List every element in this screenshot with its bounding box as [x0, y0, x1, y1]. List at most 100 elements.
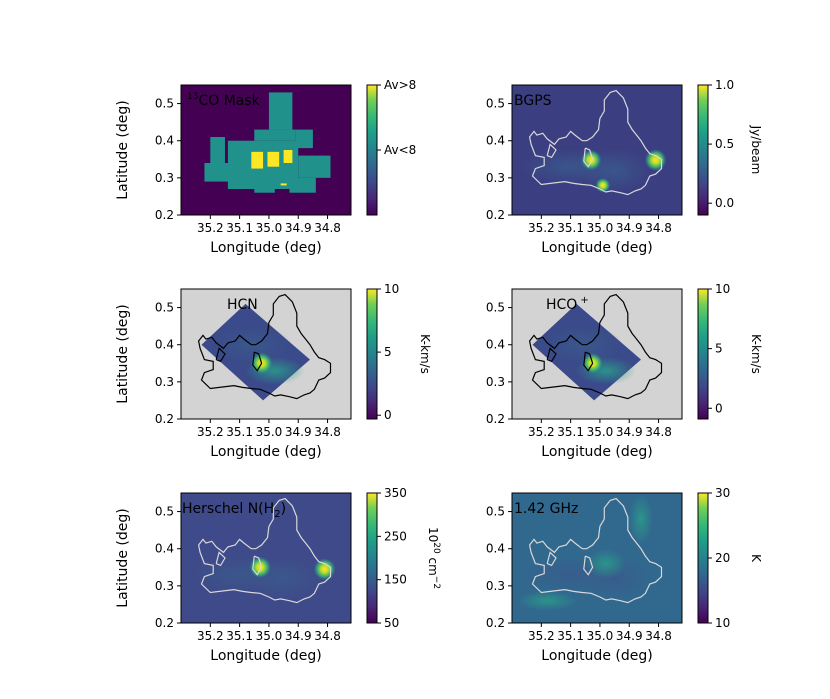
colorbar: 350 250 150 50 1020 cm−2	[366, 486, 441, 630]
panel-3: 35.2 35.1 35.0 34.9 34.8 0.2 0.3 0.4 0.5 Longitud…	[115, 282, 432, 460]
x-tick-label: 35.1	[226, 629, 253, 643]
cloud-contour-hole	[583, 555, 594, 576]
x-axis-label: Longitude (deg)	[541, 648, 652, 664]
emission-peak	[580, 149, 602, 171]
colorbar-tick-label: 20	[715, 551, 730, 565]
x-tick-label: 35.1	[226, 221, 253, 235]
colorbar: 1.0 0.5 0.0 Jy/beam	[697, 78, 763, 216]
plot-area	[512, 289, 682, 419]
cloud-contour-hole	[252, 351, 263, 372]
y-tick-label: 0.2	[155, 412, 174, 426]
y-tick-label: 0.4	[486, 338, 505, 352]
x-axis-label: Longitude (deg)	[210, 648, 321, 664]
x-tick-label: 34.9	[616, 629, 643, 643]
colorbar-gradient	[366, 84, 378, 216]
cloud-contour	[197, 497, 332, 604]
panel-1: 35.2 35.1 35.0 34.9 34.8 0.2 0.3 0.4 0.5 Longitud…	[115, 78, 416, 256]
colorbar-gradient	[366, 288, 378, 420]
y-tick-label: 0.5	[486, 97, 505, 111]
colorbar-gradient	[697, 288, 709, 420]
x-tick-label: 35.0	[256, 425, 283, 439]
x-axis-label: Longitude (deg)	[541, 240, 652, 256]
x-tick-label: 35.2	[197, 221, 224, 235]
colorbar-tick-label: 30	[715, 486, 730, 500]
cloud-contour-hole	[215, 347, 226, 363]
y-tick-label: 0.3	[486, 375, 505, 389]
axes-frame	[511, 84, 683, 216]
x-tick-label: 35.1	[226, 425, 253, 439]
y-tick-label: 0.3	[486, 579, 505, 593]
colorbar-label: K	[749, 554, 763, 563]
mask-region-av-gt-8	[251, 151, 264, 169]
colorbar-tick-label: 350	[384, 486, 407, 500]
x-tick-label: 34.9	[285, 221, 312, 235]
mask-region-av-lt-8	[289, 177, 316, 193]
colorbar-gradient	[697, 492, 709, 624]
axes-frame	[511, 492, 683, 624]
colorbar-tick-label: 10	[384, 282, 399, 296]
colorbar-tick-label: 10	[715, 282, 730, 296]
cloud-contour	[528, 497, 663, 604]
plot-area	[512, 493, 682, 623]
x-tick-label: 35.2	[528, 425, 555, 439]
colorbar-tick-label: 0.0	[715, 196, 734, 210]
y-tick-label: 0.2	[486, 412, 505, 426]
colorbar-tick-label: Av>8	[384, 78, 416, 92]
colorbar-tick-label: 0	[384, 408, 392, 422]
cloud-contour-hole	[546, 347, 557, 363]
y-tick-label: 0.3	[155, 579, 174, 593]
x-tick-label: 34.8	[645, 221, 672, 235]
x-tick-label: 34.9	[616, 221, 643, 235]
x-tick-label: 35.0	[587, 629, 614, 643]
x-tick-label: 35.2	[197, 629, 224, 643]
colorbar-tick-label: 250	[384, 529, 407, 543]
colorbar-tick-label: 0.5	[715, 137, 734, 151]
y-tick-label: 0.4	[155, 134, 174, 148]
panel-label: HCO +	[546, 295, 589, 313]
colorbar-tick-label: 10	[715, 616, 730, 630]
x-tick-label: 35.1	[557, 425, 584, 439]
y-tick-label: 0.5	[486, 505, 505, 519]
colorbar-label: Jy/beam	[749, 125, 763, 175]
x-axis-label: Longitude (deg)	[210, 240, 321, 256]
x-tick-label: 34.9	[285, 629, 312, 643]
x-tick-label: 34.9	[285, 425, 312, 439]
x-tick-label: 35.0	[256, 629, 283, 643]
mask-region-av-lt-8	[298, 155, 331, 178]
y-tick-label: 0.2	[155, 616, 174, 630]
x-tick-label: 34.8	[314, 629, 341, 643]
emission-diffuse	[517, 590, 578, 611]
plot-area	[512, 85, 682, 215]
plot-area	[181, 289, 351, 419]
y-axis-label: Latitude (deg)	[115, 100, 131, 199]
cloud-contour	[528, 89, 663, 196]
colorbar-gradient	[366, 492, 378, 624]
x-tick-label: 35.2	[528, 629, 555, 643]
x-axis-label: Longitude (deg)	[541, 444, 652, 460]
cloud-contour	[197, 293, 332, 400]
panel-label: 1.42 GHz	[514, 501, 578, 517]
y-tick-label: 0.5	[155, 301, 174, 315]
mask-region-av-lt-8	[268, 92, 293, 130]
panel-label: HCN	[227, 297, 258, 313]
mask-region-av-gt-8	[283, 150, 293, 163]
colorbar: 10 5 0 K-km/s	[366, 282, 432, 422]
mask-region-av-gt-8	[280, 183, 287, 186]
cloud-contour-hole	[583, 147, 594, 168]
cloud-contour-hole	[546, 551, 557, 567]
mask-region-av-lt-8	[295, 129, 313, 149]
x-tick-label: 35.1	[557, 629, 584, 643]
x-axis-label: Longitude (deg)	[210, 444, 321, 460]
plot-area	[181, 493, 351, 623]
x-tick-label: 35.0	[587, 221, 614, 235]
panel-4: 35.2 35.1 35.0 34.9 34.8 0.2 0.3 0.4 0.5 Longitud…	[486, 282, 763, 460]
axes-frame	[511, 288, 683, 420]
emission-peak	[644, 149, 667, 172]
colorbar-tick-label: 50	[384, 616, 399, 630]
y-axis-label: Latitude (deg)	[115, 304, 131, 403]
colorbar: Av>8 Av<8	[366, 78, 416, 216]
cloud-contour-hole	[252, 555, 263, 576]
cloud-contour-hole	[583, 351, 594, 372]
plot-background	[181, 493, 351, 623]
